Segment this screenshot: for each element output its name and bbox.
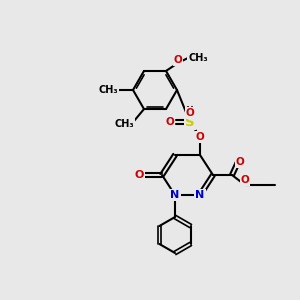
Text: O: O [241,175,249,185]
Text: N: N [195,190,205,200]
Text: N: N [170,190,180,200]
Text: O: O [186,108,194,118]
Text: S: S [185,116,195,128]
Text: O: O [196,132,204,142]
Text: O: O [134,170,144,180]
Text: O: O [174,55,182,65]
Text: CH₃: CH₃ [188,53,208,63]
Text: CH₃: CH₃ [98,85,118,95]
Text: CH₃: CH₃ [114,119,134,129]
Text: O: O [166,117,174,127]
Text: O: O [236,157,244,167]
